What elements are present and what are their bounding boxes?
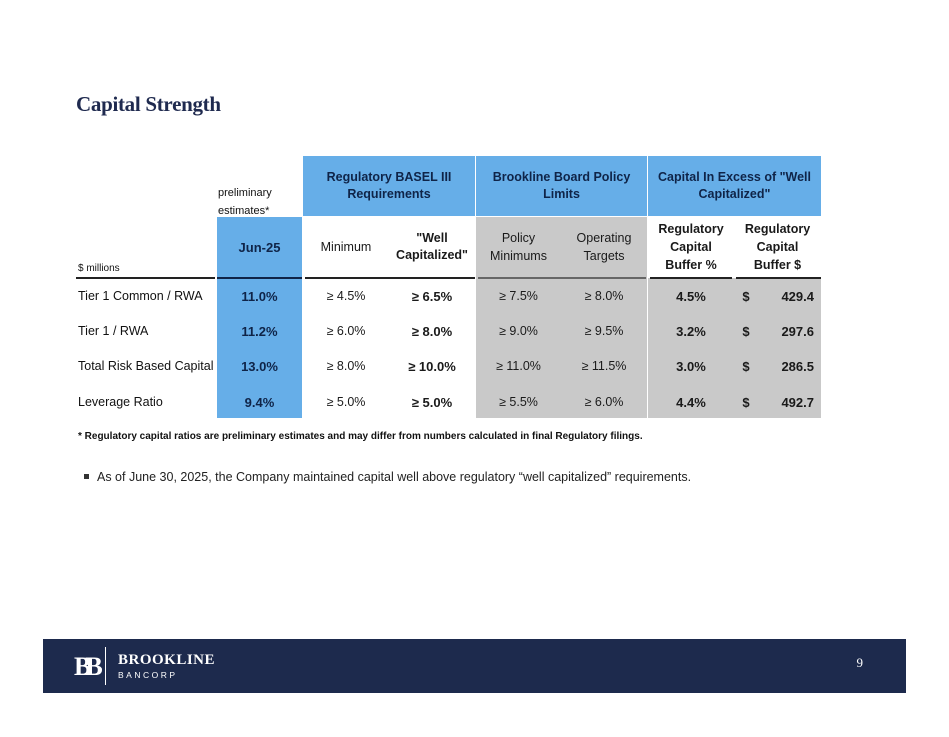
logo-divider [105, 647, 106, 685]
bullet-square-icon [84, 474, 89, 480]
cell-period: 9.4% [244, 395, 275, 410]
cell-period: 13.0% [241, 359, 278, 374]
cell-buffer-usd: 297.6 [781, 324, 814, 339]
row-label: Total Risk Based Capital [78, 359, 214, 373]
page-number: 9 [856, 655, 864, 670]
col-header-operating-targets: Operating Targets [576, 231, 632, 263]
cell-buffer-pct: 3.0% [676, 359, 706, 374]
header-rule-buffer-usd [736, 277, 821, 279]
header-board-policy: Brookline Board Policy Limits [476, 156, 647, 216]
cell-buffer-usd: 492.7 [781, 395, 814, 410]
header-rule-board [478, 277, 646, 279]
cell-currency: $ [742, 324, 750, 339]
cell-well-capitalized: ≥ 8.0% [411, 324, 453, 339]
cell-minimum: ≥ 4.5% [326, 289, 366, 303]
header-rule-buffer-pct [650, 277, 732, 279]
col-header-well-capitalized: "Well Capitalized" [396, 231, 468, 262]
cell-well-capitalized: ≥ 10.0% [408, 359, 456, 374]
header-capital-excess: Capital In Excess of "Well Capitalized" [648, 156, 821, 216]
page-title: Capital Strength [76, 92, 221, 116]
row-label: Tier 1 / RWA [78, 324, 149, 338]
col-header-period: Jun-25 [238, 239, 281, 255]
cell-minimum: ≥ 5.0% [326, 395, 366, 409]
cell-period: 11.2% [241, 324, 278, 339]
header-board-policy-text: Brookline Board Policy Limits [492, 170, 631, 201]
bullet-text: As of June 30, 2025, the Company maintai… [97, 470, 692, 484]
footnote: * Regulatory capital ratios are prelimin… [78, 431, 643, 442]
header-rule-reg [305, 277, 475, 279]
board-policy-column-fill [476, 217, 647, 418]
brookline-logo-icon: BB [74, 652, 103, 681]
cell-operating-target: ≥ 9.5% [584, 324, 624, 338]
cell-policy-minimum: ≥ 7.5% [499, 289, 538, 303]
cell-operating-target: ≥ 11.5% [581, 359, 627, 373]
footer-bar: BB BROOKLINE BANCORP 9 [43, 639, 906, 693]
header-rule-label [76, 277, 215, 279]
cell-currency: $ [742, 289, 750, 304]
cell-well-capitalized: ≥ 6.5% [411, 289, 453, 304]
bullet-point: As of June 30, 2025, the Company maintai… [84, 470, 691, 484]
cell-policy-minimum: ≥ 5.5% [499, 395, 538, 409]
brand-name: BROOKLINE [118, 652, 216, 668]
excess-column-fill [648, 278, 821, 418]
cell-minimum: ≥ 6.0% [326, 324, 366, 338]
header-regulatory-basel: Regulatory BASEL III Requirements [303, 156, 475, 216]
cell-well-capitalized: ≥ 5.0% [411, 395, 453, 410]
cell-policy-minimum: ≥ 11.0% [496, 359, 541, 373]
cell-buffer-pct: 4.5% [676, 289, 706, 304]
col-header-policy-minimums: Policy Minimums [490, 231, 547, 263]
preliminary-note: preliminary estimates* [218, 187, 272, 217]
cell-buffer-usd: 286.5 [781, 359, 814, 374]
col-header-minimum: Minimum [320, 240, 372, 254]
cell-operating-target: ≥ 6.0% [584, 395, 624, 409]
cell-currency: $ [742, 395, 750, 410]
cell-buffer-pct: 4.4% [676, 395, 706, 410]
row-label: Tier 1 Common / RWA [78, 289, 203, 303]
col-header-buffer-usd: Regulatory Capital Buffer $ [744, 222, 811, 272]
col-header-buffer-pct: Regulatory Capital Buffer % [658, 222, 724, 272]
header-capital-excess-text: Capital In Excess of "Well Capitalized" [658, 170, 811, 201]
brand-subname: BANCORP [118, 670, 178, 680]
row-label: Leverage Ratio [78, 395, 163, 409]
cell-buffer-usd: 429.4 [781, 289, 814, 304]
cell-minimum: ≥ 8.0% [326, 359, 366, 373]
cell-period: 11.0% [241, 289, 278, 304]
header-regulatory-basel-text: Regulatory BASEL III Requirements [326, 170, 452, 201]
cell-currency: $ [742, 359, 750, 374]
cell-operating-target: ≥ 8.0% [584, 289, 624, 303]
header-rule-period [217, 277, 302, 279]
period-column-fill [217, 217, 302, 418]
cell-buffer-pct: 3.2% [676, 324, 706, 339]
units-label: $ millions [78, 263, 120, 274]
cell-policy-minimum: ≥ 9.0% [499, 324, 538, 338]
